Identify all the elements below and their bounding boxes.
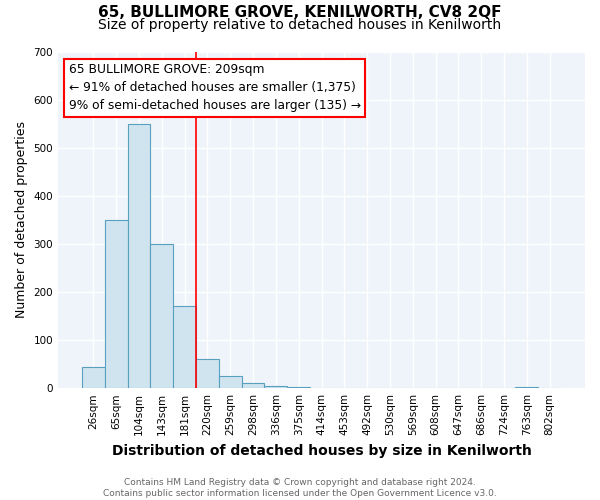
Bar xyxy=(265,386,287,388)
Bar xyxy=(287,387,310,388)
Bar xyxy=(196,360,219,388)
Bar xyxy=(515,386,538,388)
Bar xyxy=(151,244,173,388)
Bar xyxy=(128,124,151,388)
Bar xyxy=(82,368,105,388)
Text: 65 BULLIMORE GROVE: 209sqm
← 91% of detached houses are smaller (1,375)
9% of se: 65 BULLIMORE GROVE: 209sqm ← 91% of deta… xyxy=(68,64,361,112)
X-axis label: Distribution of detached houses by size in Kenilworth: Distribution of detached houses by size … xyxy=(112,444,532,458)
Bar xyxy=(242,384,265,388)
Bar xyxy=(105,220,128,388)
Text: Contains HM Land Registry data © Crown copyright and database right 2024.
Contai: Contains HM Land Registry data © Crown c… xyxy=(103,478,497,498)
Text: 65, BULLIMORE GROVE, KENILWORTH, CV8 2QF: 65, BULLIMORE GROVE, KENILWORTH, CV8 2QF xyxy=(98,5,502,20)
Text: Size of property relative to detached houses in Kenilworth: Size of property relative to detached ho… xyxy=(98,18,502,32)
Y-axis label: Number of detached properties: Number of detached properties xyxy=(15,122,28,318)
Bar xyxy=(173,306,196,388)
Bar xyxy=(219,376,242,388)
